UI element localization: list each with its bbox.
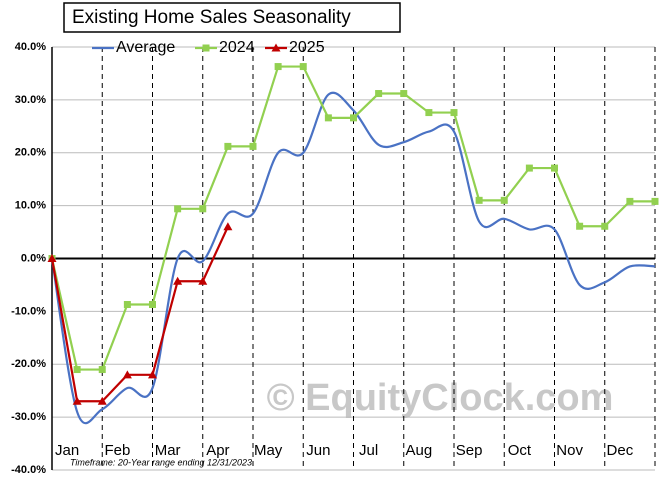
y-tick-label: 0.0% bbox=[21, 252, 46, 264]
marker bbox=[350, 114, 357, 122]
y-tick-label: -10.0% bbox=[11, 305, 46, 317]
marker bbox=[73, 366, 81, 374]
marker bbox=[198, 276, 208, 285]
y-tick-label: -40.0% bbox=[11, 464, 46, 476]
x-tick-label: Oct bbox=[508, 442, 532, 459]
marker bbox=[72, 396, 82, 405]
marker bbox=[375, 90, 383, 98]
marker bbox=[173, 276, 183, 285]
chart-title: Existing Home Sales Seasonality bbox=[72, 7, 351, 28]
marker bbox=[47, 254, 57, 262]
x-tick-label: Aug bbox=[406, 442, 433, 459]
y-tick-label: -20.0% bbox=[11, 358, 46, 370]
x-tick-label: Mar bbox=[155, 442, 181, 459]
marker bbox=[274, 63, 282, 71]
marker bbox=[651, 197, 659, 205]
watermark: © EquityClock.com bbox=[267, 377, 614, 419]
legend-label: 2025 bbox=[289, 39, 325, 56]
series-line bbox=[50, 91, 656, 425]
marker bbox=[299, 63, 307, 71]
marker bbox=[450, 109, 458, 117]
legend-marker bbox=[202, 44, 210, 52]
series-line bbox=[50, 226, 229, 403]
marker bbox=[149, 301, 156, 309]
marker bbox=[500, 196, 508, 204]
marker bbox=[174, 205, 182, 213]
marker bbox=[97, 396, 107, 405]
y-tick-label: 40.0% bbox=[15, 41, 46, 53]
x-tick-label: Jan bbox=[55, 442, 79, 459]
x-tick-label: May bbox=[254, 442, 283, 459]
x-tick-label: Sep bbox=[456, 442, 483, 459]
marker bbox=[400, 90, 408, 98]
marker bbox=[626, 197, 634, 205]
x-tick-label: Feb bbox=[104, 442, 130, 459]
marker bbox=[148, 370, 157, 379]
marker bbox=[601, 222, 609, 230]
legend-label: 2024 bbox=[219, 39, 255, 56]
marker bbox=[122, 370, 132, 379]
marker bbox=[223, 222, 233, 231]
marker bbox=[425, 109, 433, 117]
legend-label: Average bbox=[116, 39, 175, 56]
y-tick-label: 30.0% bbox=[15, 94, 46, 106]
legend-marker bbox=[271, 43, 281, 52]
marker bbox=[199, 205, 207, 213]
x-tick-label: Dec bbox=[607, 442, 634, 459]
marker bbox=[475, 196, 483, 204]
y-tick-label: 20.0% bbox=[15, 147, 46, 159]
y-tick-label: 10.0% bbox=[15, 200, 46, 212]
marker bbox=[224, 142, 232, 150]
marker bbox=[525, 164, 533, 172]
marker bbox=[551, 164, 558, 172]
y-tick-label: -30.0% bbox=[11, 411, 46, 423]
x-tick-label: Jul bbox=[359, 442, 378, 459]
marker bbox=[576, 222, 584, 230]
x-tick-label: Jun bbox=[306, 442, 330, 459]
marker bbox=[98, 366, 106, 374]
x-tick-label: Apr bbox=[206, 442, 229, 459]
marker bbox=[123, 301, 131, 309]
marker bbox=[249, 142, 257, 150]
marker bbox=[324, 114, 332, 122]
title-box bbox=[63, 2, 401, 33]
footnote: Timeframe: 20-Year range ending 12/31/20… bbox=[70, 457, 252, 467]
x-tick-label: Nov bbox=[556, 442, 583, 459]
